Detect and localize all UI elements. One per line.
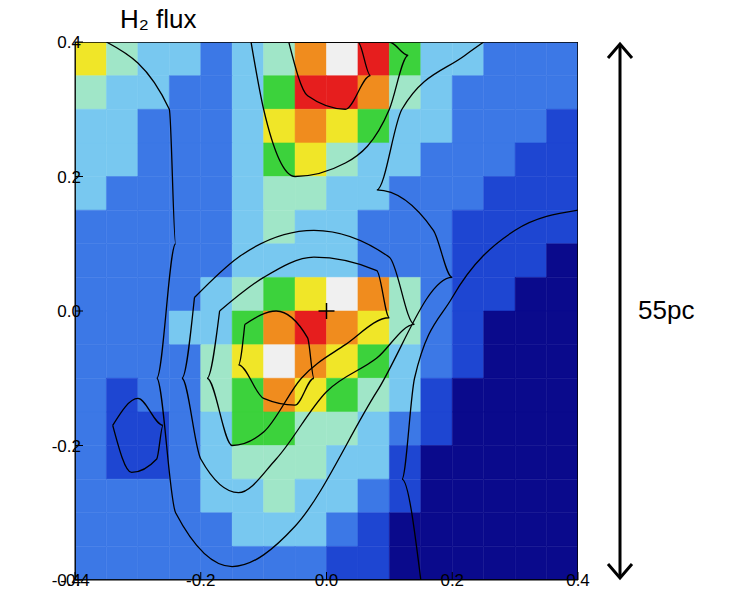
svg-text:0.0: 0.0 xyxy=(57,302,81,321)
svg-text:0.4: 0.4 xyxy=(566,571,590,590)
svg-text:-0.4: -0.4 xyxy=(52,571,81,590)
svg-text:0.0: 0.0 xyxy=(315,571,339,590)
svg-text:-0.2: -0.2 xyxy=(52,437,81,456)
svg-text:0.2: 0.2 xyxy=(57,168,81,187)
svg-text:0.4: 0.4 xyxy=(57,33,81,52)
html-text:H₂ flux: H₂ flux xyxy=(120,4,197,34)
svg-text:-0.2: -0.2 xyxy=(186,571,215,590)
svg-text:0.2: 0.2 xyxy=(440,571,464,590)
html-text:55pc: 55pc xyxy=(638,295,695,325)
